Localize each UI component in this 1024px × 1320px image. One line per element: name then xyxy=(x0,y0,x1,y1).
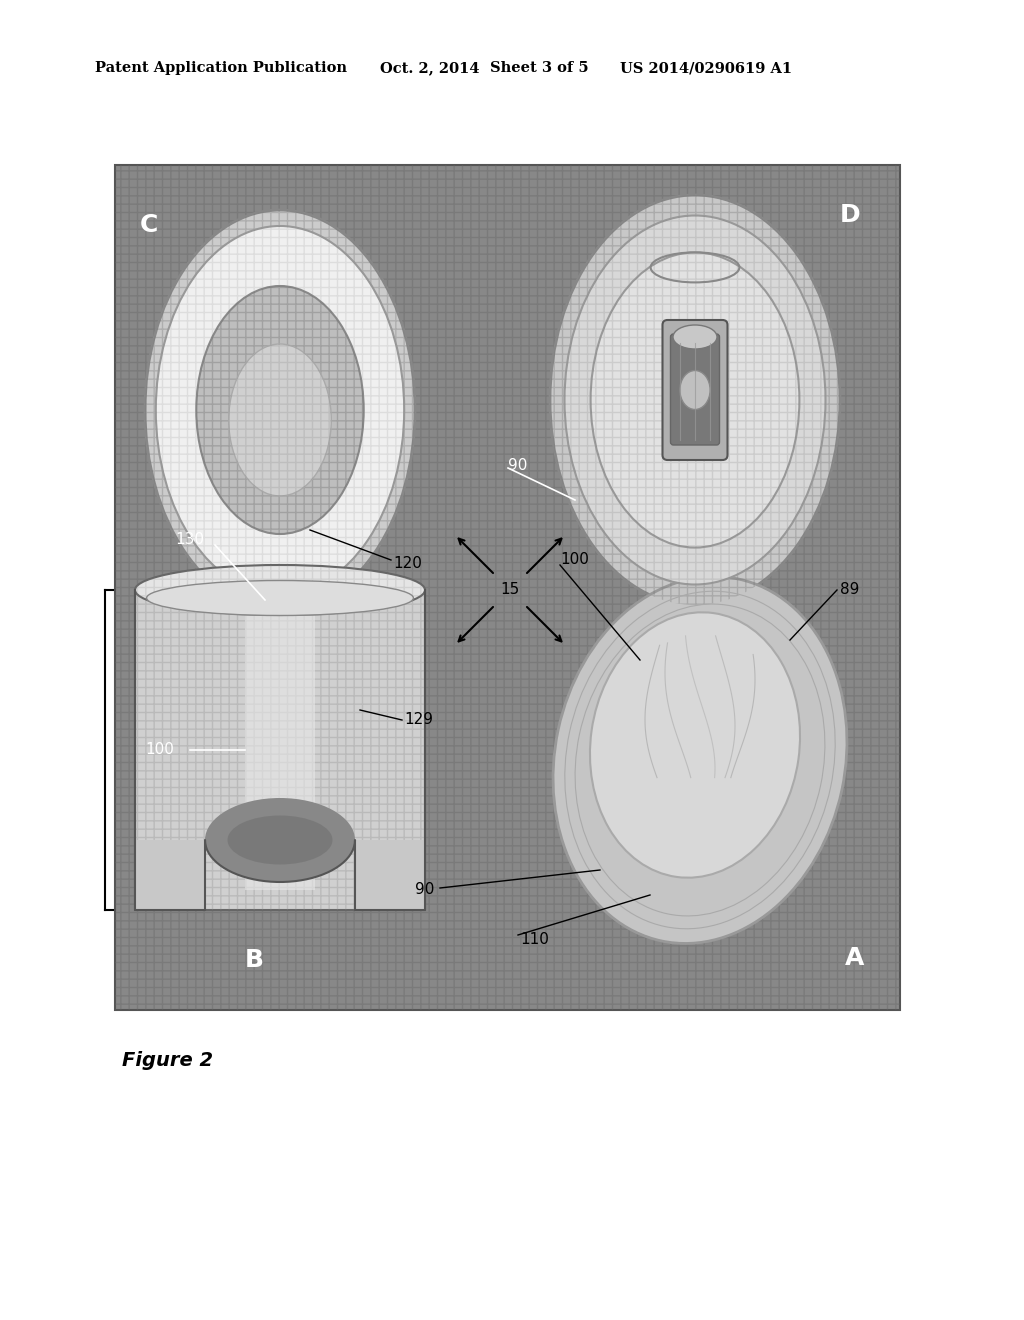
Ellipse shape xyxy=(156,226,404,594)
Ellipse shape xyxy=(591,252,800,548)
Text: 100: 100 xyxy=(560,553,589,568)
Text: 120: 120 xyxy=(393,556,422,570)
Ellipse shape xyxy=(590,612,800,878)
Text: Sheet 3 of 5: Sheet 3 of 5 xyxy=(490,61,589,75)
Ellipse shape xyxy=(680,371,710,409)
Text: 129: 129 xyxy=(404,713,433,727)
Text: Patent Application Publication: Patent Application Publication xyxy=(95,61,347,75)
Ellipse shape xyxy=(228,345,332,496)
FancyBboxPatch shape xyxy=(663,319,727,459)
Text: 90: 90 xyxy=(415,883,434,898)
Text: 90: 90 xyxy=(508,458,527,473)
Bar xyxy=(355,840,425,909)
Text: 89: 89 xyxy=(840,582,859,598)
FancyBboxPatch shape xyxy=(671,334,720,445)
Text: D: D xyxy=(840,203,860,227)
Bar xyxy=(135,590,425,909)
Bar xyxy=(135,590,425,909)
Text: 15: 15 xyxy=(500,582,519,598)
Bar xyxy=(135,840,205,909)
Ellipse shape xyxy=(550,195,840,605)
Ellipse shape xyxy=(553,577,847,944)
Text: US 2014/0290619 A1: US 2014/0290619 A1 xyxy=(620,61,793,75)
Text: 100: 100 xyxy=(145,742,174,758)
Ellipse shape xyxy=(135,565,425,615)
Bar xyxy=(245,601,315,890)
Text: Oct. 2, 2014: Oct. 2, 2014 xyxy=(380,61,479,75)
Ellipse shape xyxy=(205,799,355,882)
Text: C: C xyxy=(140,213,159,238)
Bar xyxy=(115,165,900,1010)
Ellipse shape xyxy=(145,210,415,610)
Ellipse shape xyxy=(564,215,825,585)
Text: B: B xyxy=(245,948,264,972)
Text: 130: 130 xyxy=(175,532,204,548)
Bar xyxy=(115,165,900,1010)
Text: Figure 2: Figure 2 xyxy=(122,1051,213,1069)
Text: A: A xyxy=(845,946,864,970)
Ellipse shape xyxy=(197,286,364,535)
Ellipse shape xyxy=(227,816,333,865)
Ellipse shape xyxy=(673,325,717,348)
Text: 110: 110 xyxy=(520,932,549,948)
Ellipse shape xyxy=(146,581,414,615)
